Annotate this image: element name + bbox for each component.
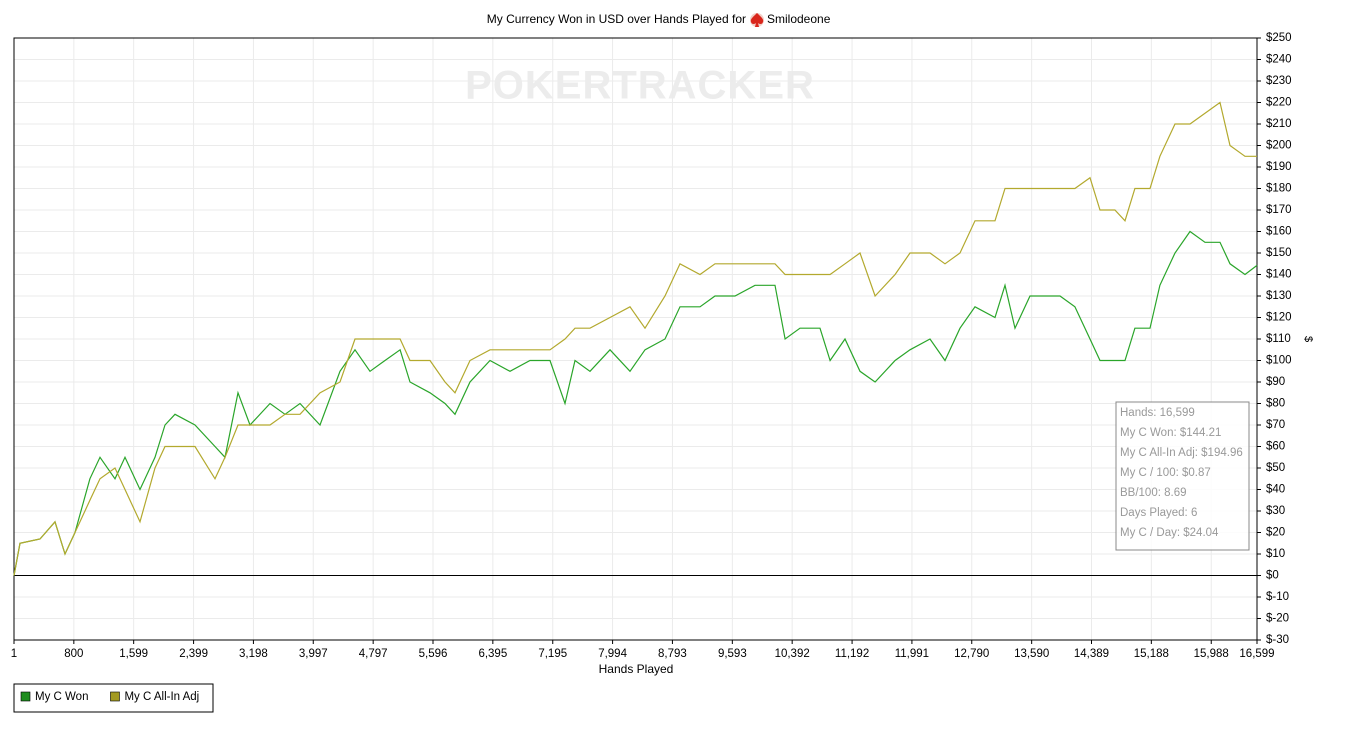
player-name: Smilodeone — [767, 12, 831, 26]
y-tick-label: $180 — [1266, 183, 1292, 195]
x-tick-label: 5,596 — [419, 648, 448, 660]
y-tick-label: $120 — [1266, 312, 1292, 324]
legend-label: My C Won — [35, 691, 88, 703]
y-tick-label: $50 — [1266, 462, 1285, 474]
y-tick-label: $80 — [1266, 398, 1285, 410]
x-tick-label: 12,790 — [954, 648, 989, 660]
y-tick-label: $90 — [1266, 376, 1285, 388]
tooltip-line: My C / Day: $24.04 — [1120, 527, 1219, 539]
watermark: POKERTRACKER — [465, 64, 815, 108]
y-tick-label: $230 — [1266, 75, 1292, 87]
y-tick-label: $110 — [1266, 333, 1291, 345]
series-line — [13, 101, 1257, 576]
x-tick-label: 6,395 — [478, 648, 507, 660]
tooltip: Hands: 16,599 My C Won: $144.21 My C All-I… — [1115, 401, 1250, 551]
legend: My C Won My C All-In Adj — [13, 683, 214, 713]
y-tick-label: $130 — [1266, 290, 1292, 302]
x-tick-label: 13,590 — [1014, 648, 1049, 660]
y-tick-label: $170 — [1266, 204, 1292, 216]
y-tick-label: $140 — [1266, 269, 1292, 281]
x-tick-label: 16,599 — [1239, 648, 1274, 660]
y-tick-label: $70 — [1266, 419, 1285, 431]
y-tick-label: $240 — [1266, 54, 1292, 66]
y-tick-label: $250 — [1266, 32, 1292, 44]
tooltip-line: BB/100: 8.69 — [1120, 487, 1187, 499]
x-tick-label: 1,599 — [119, 648, 148, 660]
x-tick-label: 15,988 — [1194, 648, 1229, 660]
tooltip-line: My C All-In Adj: $194.96 — [1120, 447, 1243, 459]
y-tick-label: $30 — [1266, 505, 1285, 517]
y-tick-label: $100 — [1266, 355, 1292, 367]
tooltip-line: My C / 100: $0.87 — [1120, 467, 1211, 479]
legend-label: My C All-In Adj — [124, 691, 199, 703]
y-tick-label: $-30 — [1266, 634, 1289, 646]
x-tick-label: 3,198 — [239, 648, 268, 660]
x-tick-label: 2,399 — [179, 648, 208, 660]
tooltip-line: Hands: 16,599 — [1120, 407, 1195, 419]
x-tick-label: 1 — [11, 648, 17, 660]
x-tick-label: 800 — [64, 648, 83, 660]
y-tick-label: $150 — [1266, 247, 1292, 259]
x-tick-label: 4,797 — [359, 648, 388, 660]
tooltip-box — [1115, 401, 1250, 551]
y-tick-label: $40 — [1266, 484, 1285, 496]
x-tick-label: 8,793 — [658, 648, 687, 660]
x-tick-label: 11,991 — [895, 648, 929, 660]
x-tick-label: 11,192 — [835, 648, 869, 660]
y-tick-label: $-20 — [1266, 613, 1289, 625]
y-tick-label: $10 — [1266, 548, 1285, 560]
x-axis-label: Hands Played — [599, 662, 674, 676]
tooltip-line: Days Played: 6 — [1120, 507, 1197, 519]
y-axis-label: $ — [1302, 336, 1314, 342]
x-tick-label: 10,392 — [775, 648, 810, 660]
y-tick-label: $220 — [1266, 97, 1292, 109]
legend-swatch — [20, 691, 31, 702]
x-tick-label: 9,593 — [718, 648, 747, 660]
x-tick-label: 15,188 — [1134, 648, 1169, 660]
y-tick-label: $20 — [1266, 527, 1285, 539]
y-tick-label: $200 — [1266, 140, 1292, 152]
x-tick-label: 14,389 — [1074, 648, 1109, 660]
y-tick-label: $160 — [1266, 226, 1292, 238]
y-tick-label: $-10 — [1266, 591, 1289, 603]
tooltip-line: My C Won: $144.21 — [1120, 427, 1221, 439]
y-tick-label: $210 — [1266, 118, 1292, 130]
spade-icon — [750, 13, 764, 27]
series-line — [13, 230, 1258, 576]
x-tick-label: 7,195 — [538, 648, 567, 660]
y-tick-label: $0 — [1266, 570, 1279, 582]
chart-title: My Currency Won in USD over Hands Played… — [487, 12, 746, 26]
y-tick-label: $190 — [1266, 161, 1292, 173]
y-tick-label: $60 — [1266, 441, 1285, 453]
x-tick-label: 3,997 — [299, 648, 328, 660]
legend-swatch — [110, 691, 120, 702]
x-tick-label: 7,994 — [598, 648, 627, 660]
